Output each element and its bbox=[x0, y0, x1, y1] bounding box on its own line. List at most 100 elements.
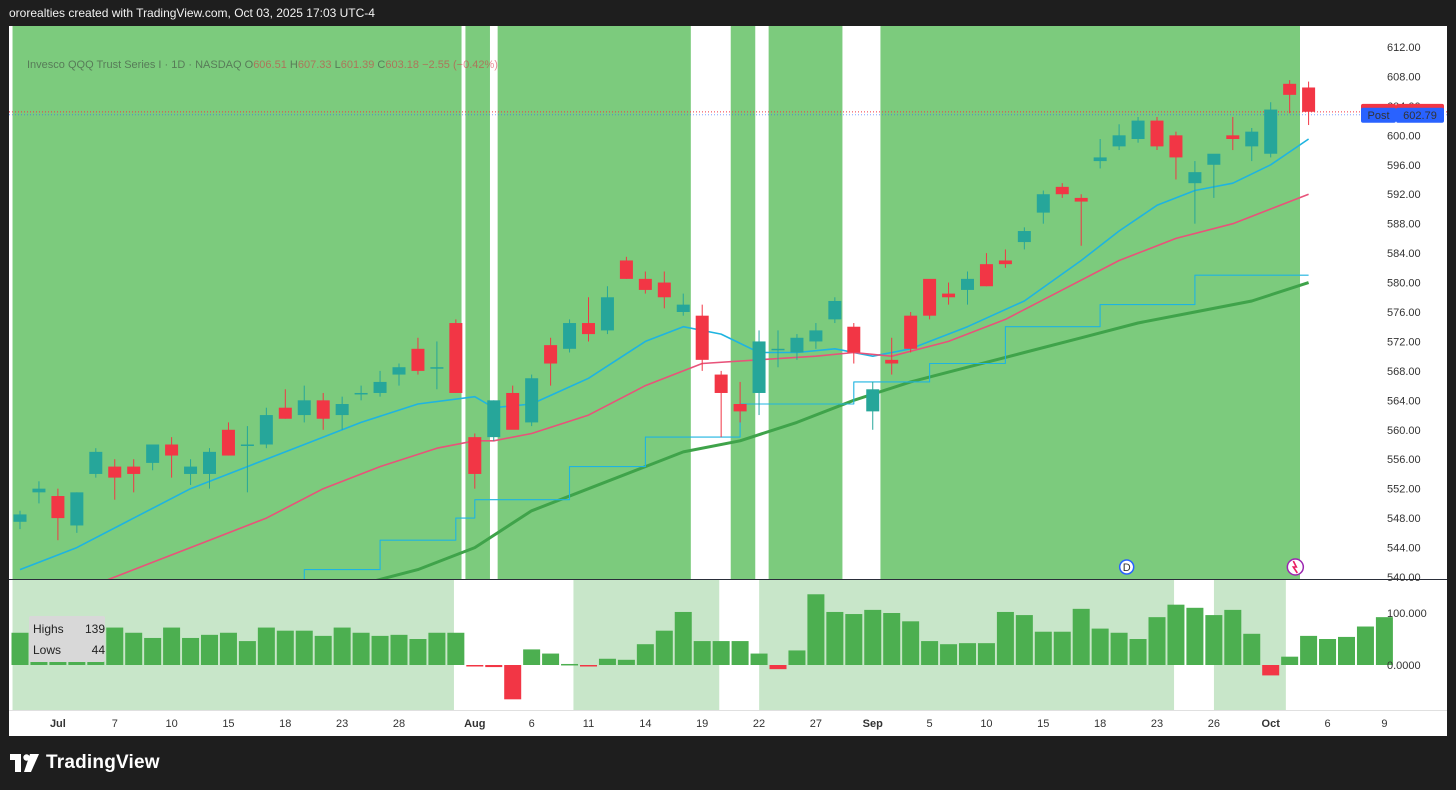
candle-body[interactable] bbox=[1093, 157, 1107, 162]
hist-bar[interactable] bbox=[428, 632, 446, 665]
candle-body[interactable] bbox=[411, 348, 425, 371]
hist-bar[interactable] bbox=[1072, 608, 1090, 665]
candle-body[interactable] bbox=[1055, 186, 1069, 195]
hist-bar[interactable] bbox=[276, 630, 294, 665]
hist-bar[interactable] bbox=[1015, 615, 1033, 665]
candle-body[interactable] bbox=[979, 264, 993, 287]
candle-body[interactable] bbox=[1207, 153, 1221, 165]
hist-bar[interactable] bbox=[845, 614, 863, 665]
hist-bar[interactable] bbox=[1338, 636, 1355, 665]
candle-body[interactable] bbox=[449, 323, 463, 393]
candle-body[interactable] bbox=[961, 278, 974, 290]
hist-bar[interactable] bbox=[1281, 656, 1299, 665]
dividend-marker-icon[interactable] bbox=[1118, 559, 1135, 575]
candle-body[interactable] bbox=[752, 341, 766, 393]
candle-body[interactable] bbox=[847, 326, 861, 353]
hist-bar[interactable] bbox=[11, 632, 29, 665]
hist-bar[interactable] bbox=[731, 641, 749, 665]
hist-bar[interactable] bbox=[580, 665, 597, 667]
candle-body[interactable] bbox=[733, 404, 747, 412]
hist-bar[interactable] bbox=[1091, 628, 1109, 665]
hist-bar[interactable] bbox=[1148, 617, 1166, 665]
hist-bar[interactable] bbox=[257, 627, 275, 665]
hist-bar[interactable] bbox=[504, 665, 522, 700]
hist-bar[interactable] bbox=[1262, 665, 1280, 676]
candle-body[interactable] bbox=[297, 400, 311, 416]
candle-body[interactable] bbox=[695, 315, 709, 360]
hist-bar[interactable] bbox=[295, 630, 313, 665]
candle-body[interactable] bbox=[430, 367, 444, 369]
tradingview-logo[interactable]: TradingView bbox=[10, 750, 160, 776]
hist-bar[interactable] bbox=[466, 665, 484, 667]
hist-bar[interactable] bbox=[1300, 635, 1318, 665]
hist-bar[interactable] bbox=[523, 649, 541, 665]
hist-bar[interactable] bbox=[826, 611, 844, 665]
candle-body[interactable] bbox=[676, 304, 690, 312]
hist-bar[interactable] bbox=[940, 644, 958, 665]
candle-body[interactable] bbox=[354, 392, 368, 395]
hist-bar[interactable] bbox=[1129, 639, 1147, 665]
candle-body[interactable] bbox=[1169, 135, 1183, 158]
hist-bar[interactable] bbox=[219, 632, 237, 665]
candle-body[interactable] bbox=[506, 392, 520, 430]
candle-body[interactable] bbox=[468, 437, 482, 474]
hist-bar[interactable] bbox=[769, 665, 787, 670]
hist-bar[interactable] bbox=[655, 630, 673, 665]
candle-body[interactable] bbox=[600, 297, 614, 331]
chart-canvas[interactable]: D612.00608.00604.00600.00596.00592.00588… bbox=[9, 26, 1447, 736]
hist-bar[interactable] bbox=[674, 611, 692, 665]
candle-body[interactable] bbox=[1036, 194, 1050, 213]
hist-bar[interactable] bbox=[712, 641, 730, 665]
candle-body[interactable] bbox=[51, 496, 65, 519]
hist-bar[interactable] bbox=[1319, 639, 1337, 665]
hist-bar[interactable] bbox=[238, 641, 256, 665]
candle-body[interactable] bbox=[108, 466, 122, 478]
candle-body[interactable] bbox=[1245, 131, 1259, 147]
candle-body[interactable] bbox=[221, 429, 235, 456]
hist-bar[interactable] bbox=[883, 613, 901, 665]
candle-body[interactable] bbox=[70, 492, 84, 526]
chart-frame[interactable]: D612.00608.00604.00600.00596.00592.00588… bbox=[9, 26, 1447, 736]
candle-body[interactable] bbox=[657, 282, 671, 298]
hist-bar[interactable] bbox=[542, 653, 560, 665]
hist-bar[interactable] bbox=[1375, 617, 1393, 665]
candle-body[interactable] bbox=[1017, 231, 1031, 243]
hist-bar[interactable] bbox=[182, 637, 200, 665]
candle-body[interactable] bbox=[790, 337, 804, 353]
hist-bar[interactable] bbox=[371, 635, 389, 665]
candle-body[interactable] bbox=[582, 323, 595, 335]
hist-bar[interactable] bbox=[163, 627, 181, 665]
hist-bar[interactable] bbox=[1053, 631, 1071, 665]
candle-body[interactable] bbox=[203, 451, 216, 474]
candle-body[interactable] bbox=[619, 260, 633, 279]
hist-bar[interactable] bbox=[959, 643, 976, 665]
hist-bar[interactable] bbox=[106, 627, 124, 665]
hist-bar[interactable] bbox=[1243, 633, 1261, 665]
candle-body[interactable] bbox=[885, 359, 899, 364]
candle-body[interactable] bbox=[487, 400, 501, 438]
hist-bar[interactable] bbox=[409, 639, 427, 665]
hist-bar[interactable] bbox=[807, 594, 825, 665]
candle-body[interactable] bbox=[165, 444, 179, 456]
candle-body[interactable] bbox=[13, 514, 27, 522]
candle-body[interactable] bbox=[525, 378, 539, 423]
candle-body[interactable] bbox=[335, 404, 349, 416]
hist-bar[interactable] bbox=[750, 653, 768, 665]
candle-body[interactable] bbox=[942, 293, 956, 298]
hist-bar[interactable] bbox=[125, 632, 143, 665]
candle-body[interactable] bbox=[771, 348, 785, 351]
hist-bar[interactable] bbox=[1224, 609, 1242, 665]
candle-body[interactable] bbox=[638, 278, 652, 290]
candle-body[interactable] bbox=[828, 300, 842, 320]
hist-bar[interactable] bbox=[1205, 615, 1223, 665]
hist-bar[interactable] bbox=[996, 611, 1014, 665]
candle-body[interactable] bbox=[866, 389, 880, 412]
candle-body[interactable] bbox=[278, 407, 292, 419]
hist-bar[interactable] bbox=[201, 634, 218, 665]
hist-bar[interactable] bbox=[333, 627, 351, 665]
candle-body[interactable] bbox=[923, 278, 937, 316]
candle-body[interactable] bbox=[240, 444, 254, 447]
candle-body[interactable] bbox=[1074, 197, 1088, 202]
candle-body[interactable] bbox=[544, 345, 558, 364]
candle-body[interactable] bbox=[998, 260, 1012, 265]
